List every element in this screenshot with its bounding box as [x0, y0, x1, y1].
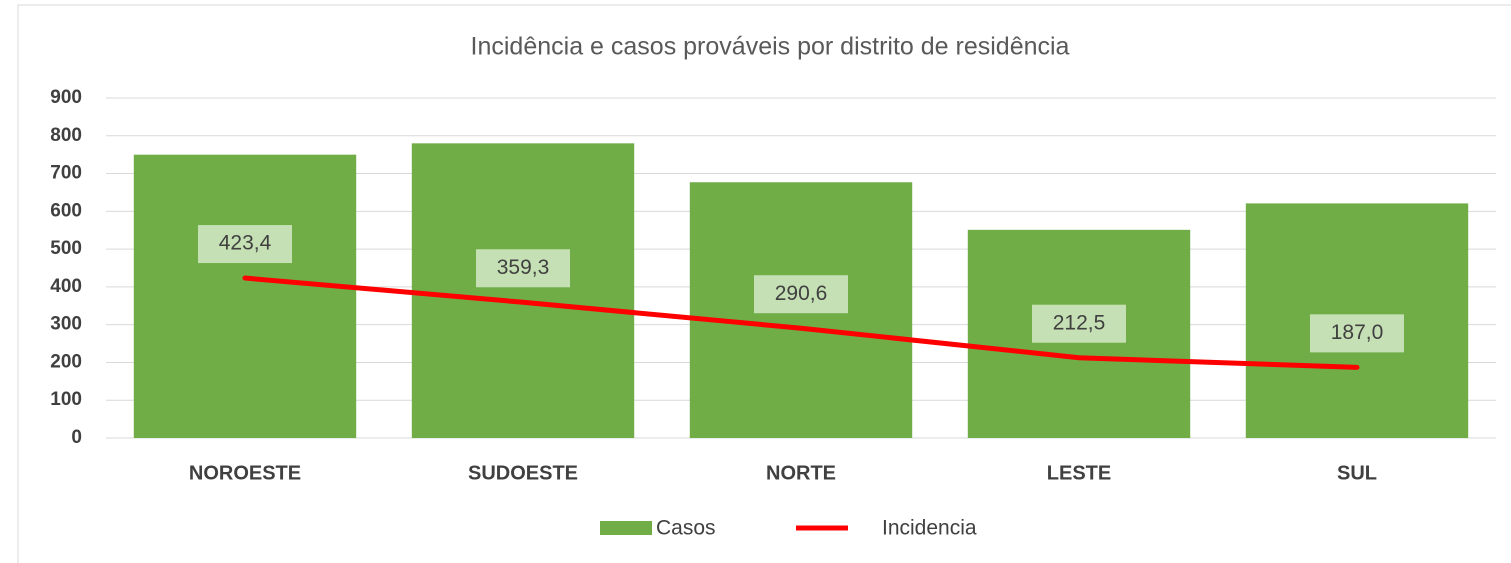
value-label: 423,4 [219, 232, 272, 255]
y-tick-label: 600 [50, 200, 82, 221]
x-tick-label: LESTE [1047, 462, 1111, 484]
x-tick-label: NORTE [766, 462, 836, 484]
y-tick-label: 700 [50, 163, 82, 184]
legend-label: Casos [656, 517, 716, 540]
y-tick-label: 400 [50, 276, 82, 297]
y-tick-label: 0 [71, 427, 82, 448]
y-tick-label: 300 [50, 314, 82, 335]
y-tick-label: 500 [50, 238, 82, 259]
y-tick-label: 900 [50, 87, 82, 108]
value-label: 212,5 [1053, 311, 1106, 334]
value-label-box [1310, 314, 1404, 353]
bar [411, 143, 635, 439]
x-tick-label: SUDOESTE [468, 462, 578, 484]
x-tick-label: SUL [1337, 462, 1377, 484]
x-tick-label: NOROESTE [189, 462, 301, 484]
value-label-box [754, 275, 848, 314]
chart-title: Incidência e casos prováveis por distrit… [471, 33, 1070, 61]
y-tick-label: 800 [50, 125, 82, 146]
legend-swatch [600, 521, 652, 535]
y-tick-label: 100 [50, 389, 82, 410]
y-tick-label: 200 [50, 351, 82, 372]
value-label: 290,6 [775, 282, 828, 305]
value-label: 187,0 [1331, 321, 1384, 344]
value-label-box [476, 249, 570, 288]
legend-label: Incidencia [882, 517, 977, 540]
value-label-box [1032, 304, 1126, 343]
bar [133, 154, 357, 438]
value-label-box [198, 225, 292, 264]
line [242, 275, 1360, 370]
value-label: 359,3 [497, 256, 550, 279]
